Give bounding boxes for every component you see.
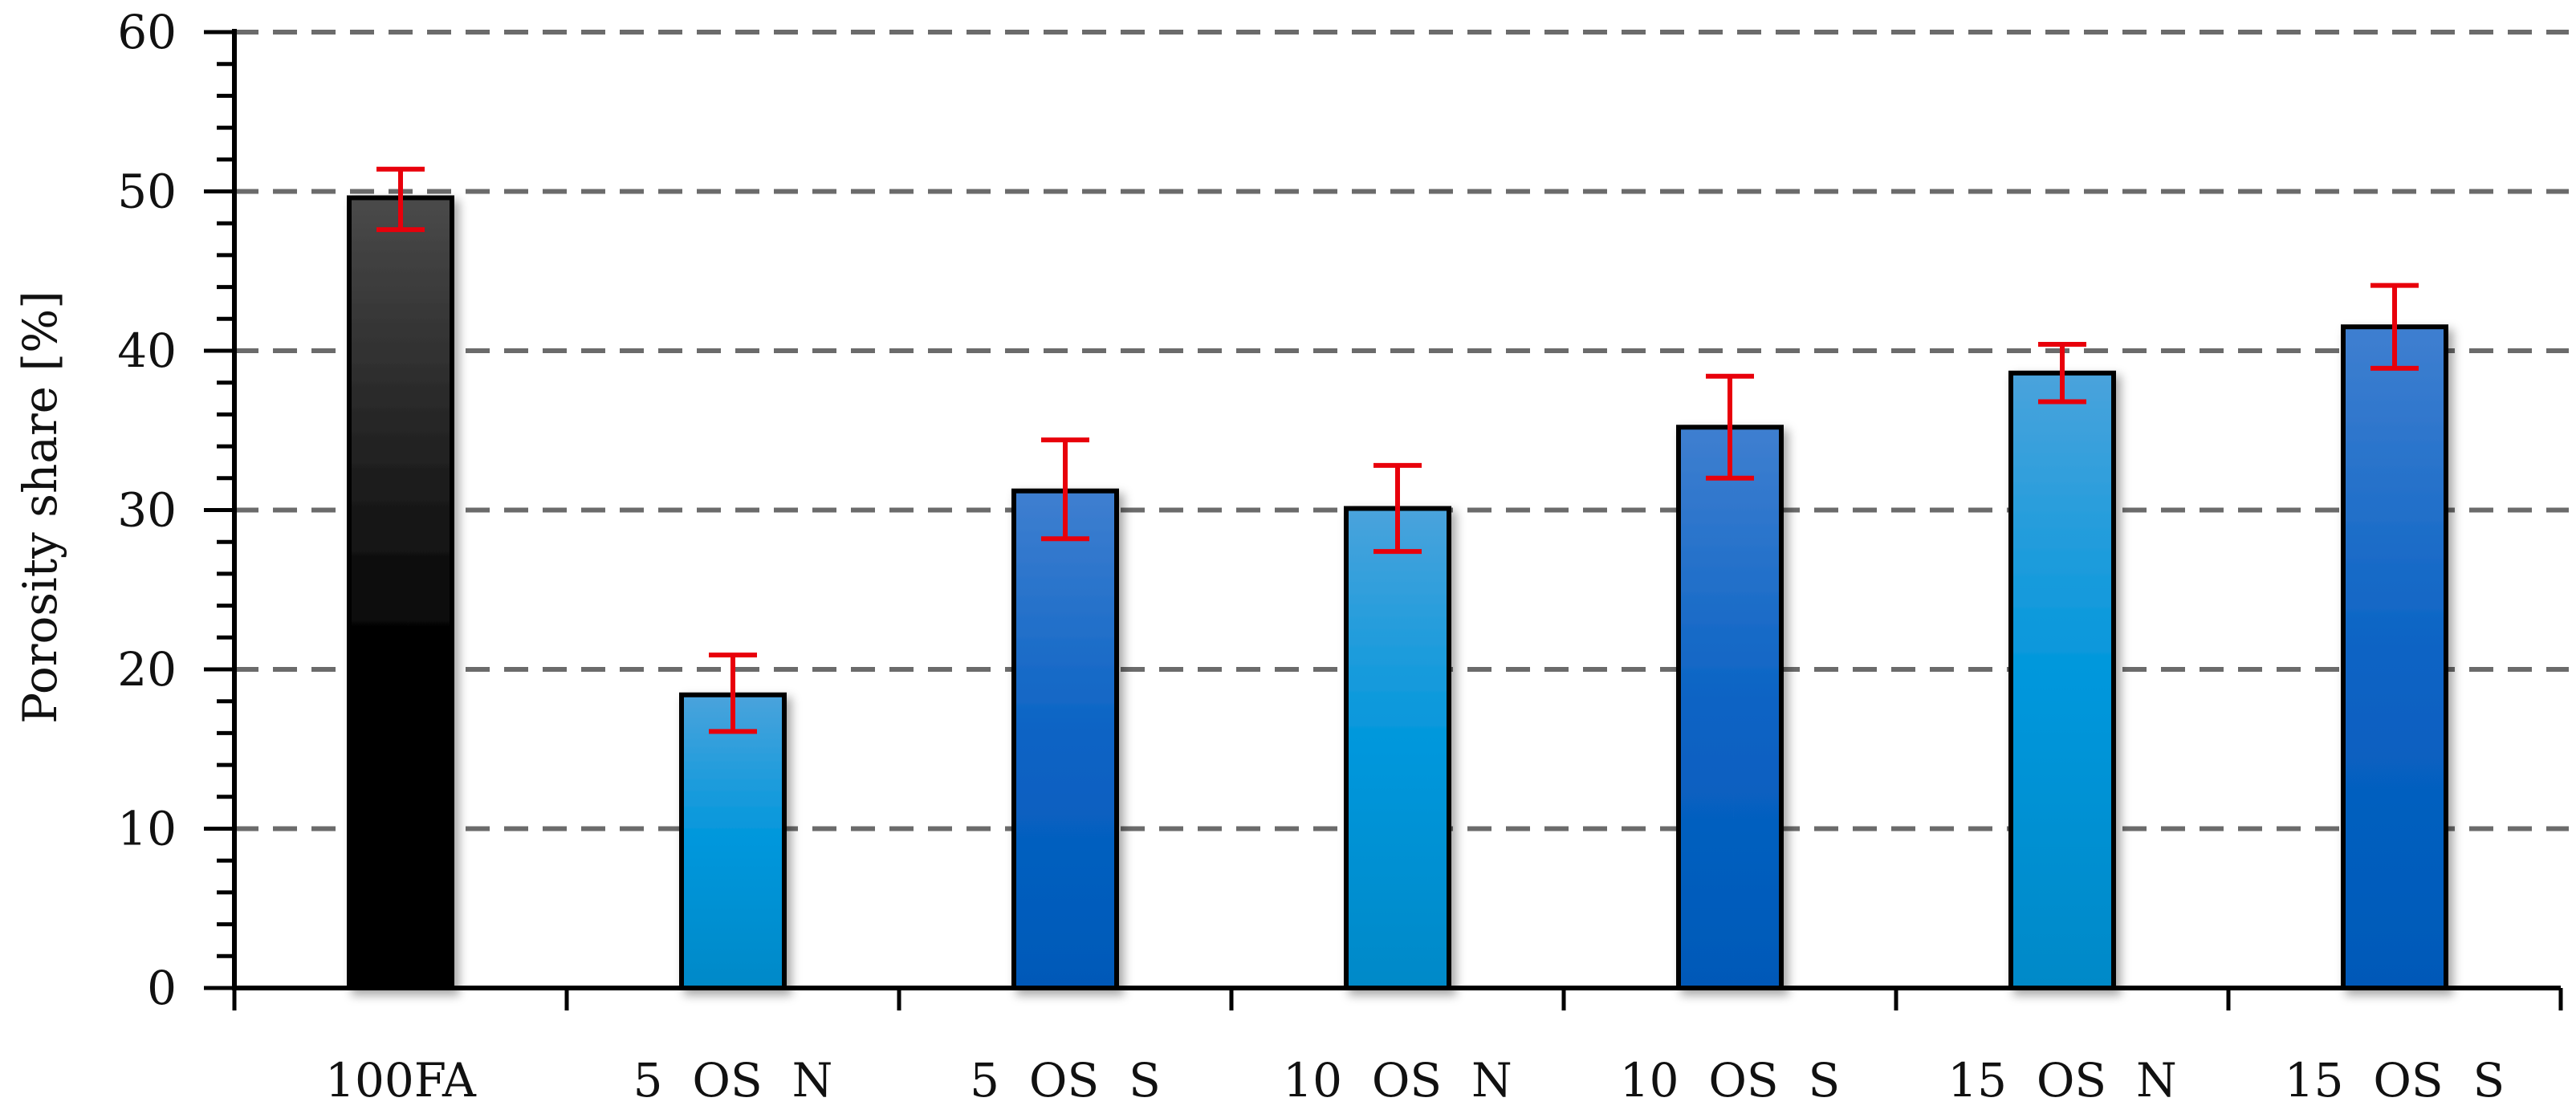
y-axis-title: Porosity share [%] (13, 291, 67, 724)
y-tick-label: 30 (117, 483, 177, 538)
bar (1676, 425, 1784, 990)
x-tick-label: 15 OS N (1947, 1053, 2177, 1108)
error-bar (709, 653, 757, 734)
bar (2341, 324, 2448, 991)
x-tick-label: 5 OS N (633, 1053, 833, 1108)
y-tick-label: 0 (147, 961, 177, 1015)
x-tick-label: 100FA (325, 1053, 477, 1108)
error-bar (2370, 283, 2419, 371)
error-bar (2038, 342, 2086, 405)
y-tick-label: 20 (117, 642, 177, 697)
bar (1344, 506, 1451, 990)
y-tick-label: 40 (117, 323, 177, 378)
bar (679, 692, 787, 990)
x-tick-label: 10 OS N (1283, 1053, 1512, 1108)
error-bar (376, 166, 425, 233)
y-tick-label: 50 (117, 165, 177, 219)
y-tick-label: 60 (117, 5, 177, 59)
bar (1011, 488, 1119, 990)
x-tick-label: 10 OS S (1620, 1053, 1841, 1108)
x-tick-label: 5 OS S (970, 1053, 1161, 1108)
error-bar (1373, 462, 1422, 555)
bar (2008, 370, 2116, 991)
x-tick-label: 15 OS S (2285, 1053, 2505, 1108)
x-tick-labels: 100FA 5 OS N 5 OS S 10 OS N 10 OS S 15 OS N 15… (325, 1053, 2505, 1108)
error-bars (376, 166, 2419, 734)
error-bar (1706, 373, 1754, 481)
y-tick-label: 10 (117, 802, 177, 856)
y-tick-labels: 0 10 20 30 40 50 60 (117, 5, 177, 1015)
error-bar (1041, 437, 1089, 542)
bars (347, 195, 2448, 991)
bar (347, 195, 454, 990)
axes (204, 29, 2563, 1010)
